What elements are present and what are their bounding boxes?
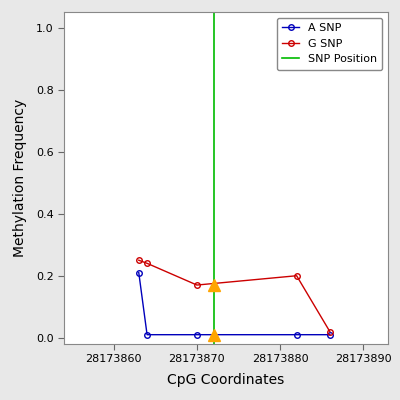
G SNP	[328, 329, 332, 334]
Y-axis label: Methylation Frequency: Methylation Frequency	[14, 99, 28, 257]
A SNP	[136, 270, 141, 275]
Line: A SNP: A SNP	[136, 270, 333, 338]
G SNP	[136, 258, 141, 263]
G SNP	[294, 273, 299, 278]
A SNP	[294, 332, 299, 337]
G SNP	[194, 283, 199, 288]
A SNP	[194, 332, 199, 337]
Legend: A SNP, G SNP, SNP Position: A SNP, G SNP, SNP Position	[277, 18, 382, 70]
G SNP	[145, 261, 150, 266]
A SNP	[328, 332, 332, 337]
A SNP	[145, 332, 150, 337]
Line: G SNP: G SNP	[136, 258, 333, 334]
X-axis label: CpG Coordinates: CpG Coordinates	[167, 373, 285, 387]
